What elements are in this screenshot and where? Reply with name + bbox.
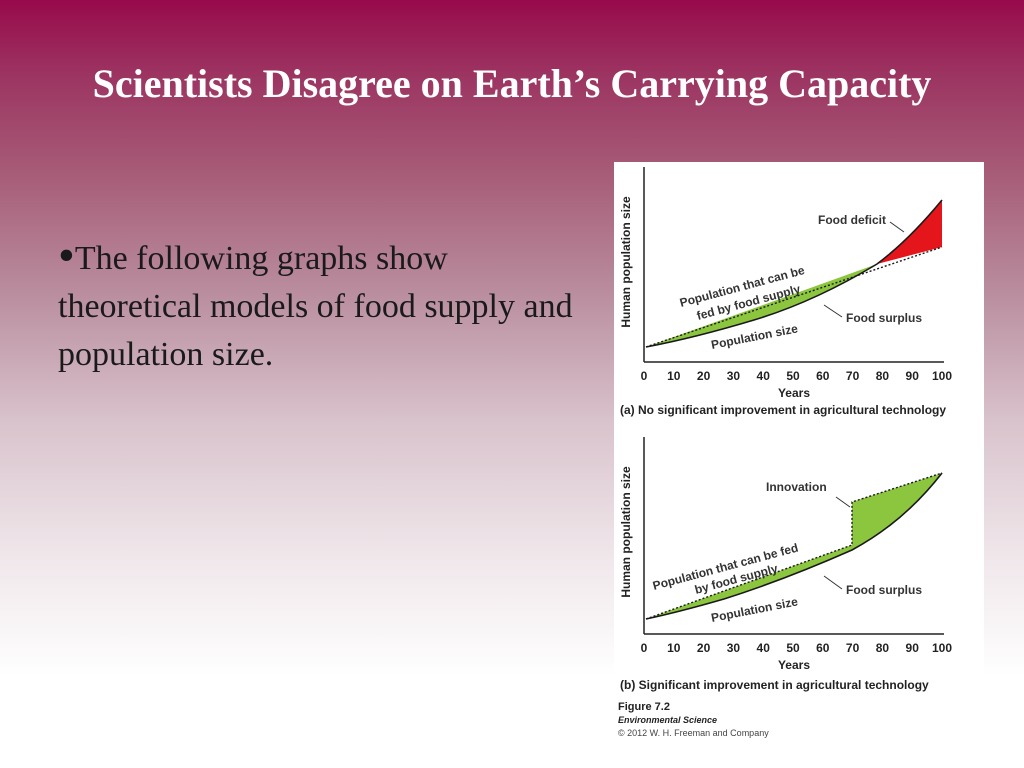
- x-tick-label: 10: [667, 369, 681, 383]
- bullet-text: The following graphs show theoretical mo…: [58, 240, 573, 373]
- graph-b-innovation-leader: [835, 496, 851, 508]
- graph-b-food-surplus-area: [646, 473, 942, 619]
- graph-b-innovation-label: Innovation: [766, 480, 827, 494]
- graph-b-food-supply-line: [645, 472, 943, 620]
- graph-a-food-supply-line: [645, 246, 943, 348]
- graph-b-x-ticks: 0 10 20 30 40 50 60 70 80 90 100: [641, 641, 953, 655]
- x-tick-label: 80: [876, 369, 890, 383]
- graph-b-surplus-leader: [823, 575, 843, 590]
- figure-number: Figure 7.2: [618, 701, 670, 713]
- graph-b: Innovation Food surplus Population that …: [619, 437, 952, 692]
- x-tick-label: 100: [932, 369, 952, 383]
- x-tick-label: 70: [846, 641, 860, 655]
- graph-a-food-surplus-area: [646, 264, 877, 347]
- x-tick-label: 80: [876, 641, 890, 655]
- bullet-icon: •: [58, 229, 75, 282]
- graph-b-population-curve: [645, 472, 943, 620]
- graph-b-caption: (b) Significant improvement in agricultu…: [620, 678, 929, 692]
- x-tick-label: 0: [641, 641, 648, 655]
- x-tick-label: 60: [816, 641, 830, 655]
- graph-b-x-axis-label: Years: [778, 658, 810, 672]
- graph-a: Food deficit Food surplus Population tha…: [619, 167, 952, 417]
- x-tick-label: 30: [727, 369, 741, 383]
- graph-b-y-axis-label: Human population size: [619, 466, 633, 598]
- x-tick-label: 10: [667, 641, 681, 655]
- x-tick-label: 100: [932, 641, 952, 655]
- graph-a-food-surplus-label: Food surplus: [846, 311, 922, 325]
- x-tick-label: 0: [641, 369, 648, 383]
- graph-a-deficit-leader: [889, 221, 905, 233]
- x-tick-label: 20: [697, 641, 711, 655]
- slide-title: Scientists Disagree on Earth’s Carrying …: [92, 61, 932, 106]
- bullet-point: •The following graphs show theoretical m…: [58, 232, 578, 379]
- x-tick-label: 20: [697, 369, 711, 383]
- book-title: Environmental Science: [618, 715, 717, 725]
- x-tick-label: 70: [846, 369, 860, 383]
- copyright: © 2012 W. H. Freeman and Company: [618, 728, 769, 738]
- graph-a-y-axis-label: Human population size: [619, 196, 633, 328]
- graph-a-caption: (a) No significant improvement in agricu…: [620, 403, 946, 417]
- graph-a-x-axis-label: Years: [778, 386, 810, 400]
- graph-a-surplus-leader: [823, 304, 843, 318]
- x-tick-label: 90: [906, 369, 920, 383]
- x-tick-label: 40: [757, 641, 771, 655]
- x-tick-label: 90: [906, 641, 920, 655]
- graph-b-food-surplus-label: Food surplus: [846, 583, 922, 597]
- x-tick-label: 50: [786, 641, 800, 655]
- graph-a-food-deficit-label: Food deficit: [818, 213, 886, 227]
- graph-a-population-curve: [645, 199, 943, 348]
- graph-a-food-deficit-area: [877, 200, 942, 264]
- x-tick-label: 50: [786, 369, 800, 383]
- x-tick-label: 60: [816, 369, 830, 383]
- x-tick-label: 30: [727, 641, 741, 655]
- graph-a-x-ticks: 0 10 20 30 40 50 60 70 80 90 100: [641, 369, 953, 383]
- figure-panel: Food deficit Food surplus Population tha…: [614, 162, 984, 740]
- x-tick-label: 40: [757, 369, 771, 383]
